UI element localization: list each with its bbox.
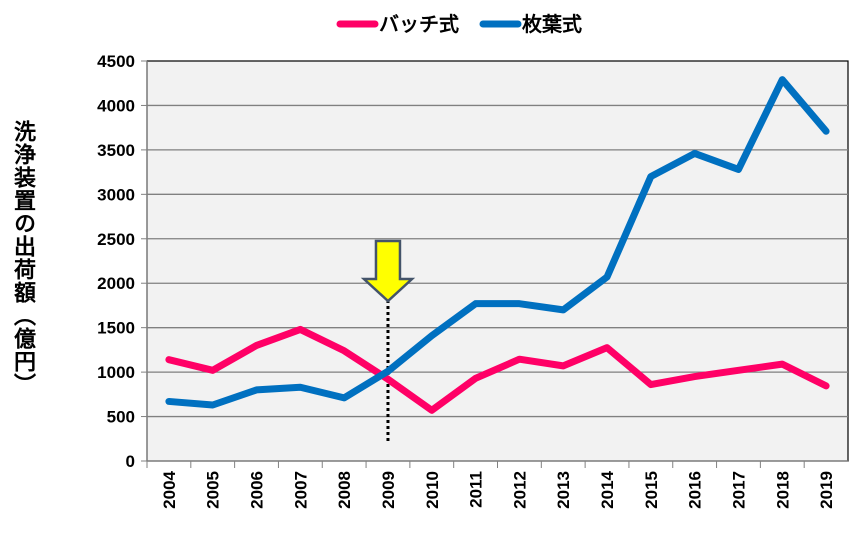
legend-label: 枚葉式 bbox=[522, 12, 582, 36]
x-tick-label: 2012 bbox=[510, 471, 529, 509]
x-tick-label: 2006 bbox=[248, 471, 267, 509]
y-tick-label: 1000 bbox=[97, 363, 135, 382]
x-tick-label: 2008 bbox=[335, 471, 354, 509]
y-tick-label: 2000 bbox=[97, 274, 135, 293]
y-tick-label: 500 bbox=[107, 408, 135, 427]
y-tick-label: 3500 bbox=[97, 141, 135, 160]
y-axis-label: 洗浄装置の出荷額（億円） bbox=[10, 120, 35, 396]
y-tick-label: 2500 bbox=[97, 230, 135, 249]
x-tick-label: 2013 bbox=[554, 471, 573, 509]
legend-label: バッチ式 bbox=[379, 12, 459, 36]
x-tick-label: 2007 bbox=[291, 471, 310, 509]
x-tick-label: 2005 bbox=[204, 471, 223, 509]
y-tick-label: 4500 bbox=[97, 52, 135, 71]
x-tick-label: 2014 bbox=[598, 470, 617, 508]
y-tick-label: 3000 bbox=[97, 185, 135, 204]
x-tick-label: 2019 bbox=[817, 471, 836, 509]
series-line-batch bbox=[165, 325, 830, 414]
series-line-single-wafer bbox=[165, 76, 830, 409]
plot-area bbox=[146, 60, 849, 462]
down-arrow-icon bbox=[360, 239, 416, 303]
x-tick-label: 2009 bbox=[379, 471, 398, 509]
x-tick-label: 2015 bbox=[642, 471, 661, 509]
x-tick-label: 2018 bbox=[773, 471, 792, 509]
y-tick-label: 4000 bbox=[97, 96, 135, 115]
x-tick-label: 2004 bbox=[160, 470, 179, 508]
x-tick-label: 2010 bbox=[423, 471, 442, 509]
y-tick-label: 0 bbox=[126, 452, 135, 471]
x-tick-label: 2016 bbox=[686, 471, 705, 509]
x-tick-label: 2011 bbox=[467, 471, 486, 508]
x-tick-label: 2017 bbox=[729, 471, 748, 509]
y-tick-label: 1500 bbox=[97, 319, 135, 338]
